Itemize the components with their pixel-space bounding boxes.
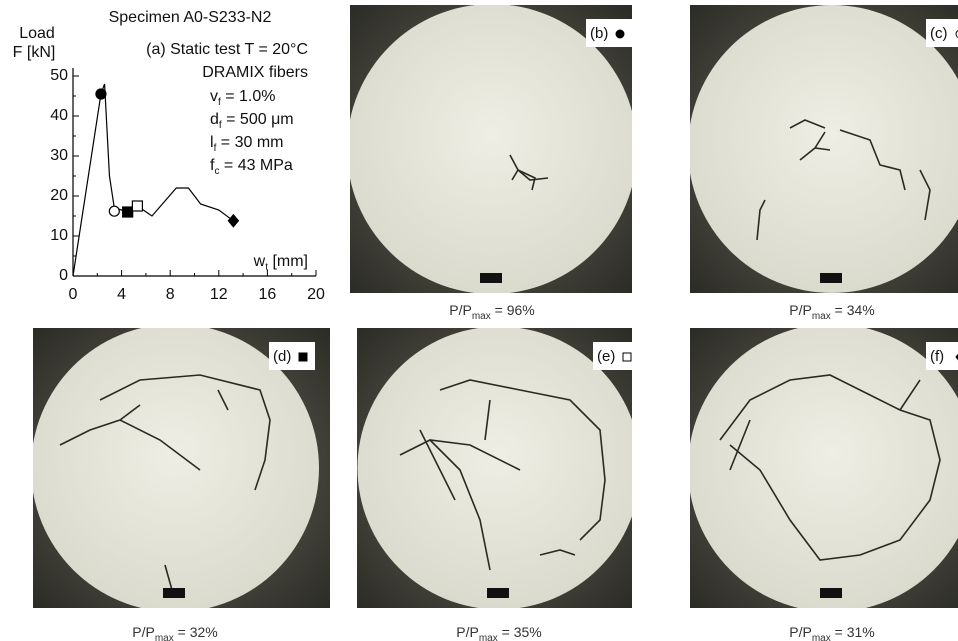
caption-rest: = 35% <box>498 624 542 640</box>
photo: (b) <box>347 4 637 294</box>
parameter-rest: = 30 mm <box>216 134 283 151</box>
photo: (d) <box>31 324 330 612</box>
parameter-rest: = 500 μm <box>222 111 294 128</box>
marker <box>228 215 238 227</box>
x-tick-label: 8 <box>166 286 175 303</box>
y-tick-label: 20 <box>50 187 68 204</box>
panel-label: (e) <box>597 348 615 365</box>
caption-sub: max <box>812 311 831 322</box>
marker <box>96 89 106 99</box>
caption-rest: = 32% <box>174 624 218 640</box>
caption-sub: max <box>479 633 498 641</box>
parameter: vf = 1.0% <box>210 88 275 108</box>
x-tick-label: 16 <box>259 286 277 303</box>
parameter-rest: = 1.0% <box>221 88 276 105</box>
y-tick-label: 10 <box>50 227 68 244</box>
caption: P/Pmax = 32% <box>132 624 217 641</box>
marker <box>109 206 119 216</box>
caption-main: P/P <box>132 624 155 640</box>
panel-symbol <box>623 353 631 361</box>
x-label: wt [mm] <box>253 253 308 273</box>
x-tick-label: 4 <box>117 286 126 303</box>
chart-title: Specimen A0-S233-N2 <box>109 9 272 26</box>
photo: (f) <box>688 324 958 612</box>
gauge <box>480 273 502 283</box>
caption: P/Pmax = 31% <box>789 624 874 641</box>
parameter-main: d <box>210 111 219 128</box>
y-label: F [kN] <box>13 44 56 61</box>
gauge <box>487 588 509 598</box>
gauge <box>820 588 842 598</box>
parameter-main: v <box>210 88 218 105</box>
y-tick-label: 30 <box>50 147 68 164</box>
gauge <box>163 588 185 598</box>
caption-sub: max <box>472 311 491 322</box>
panel-label: (b) <box>590 25 608 42</box>
y-label: Load <box>19 25 55 42</box>
marker <box>132 201 142 211</box>
caption-main: P/P <box>449 302 472 318</box>
panel-symbol <box>616 30 624 38</box>
caption-main: P/P <box>789 302 812 318</box>
photo: (c) <box>688 5 958 293</box>
caption: P/Pmax = 35% <box>456 624 541 641</box>
y-tick-label: 50 <box>50 67 68 84</box>
caption-rest: = 34% <box>831 302 875 318</box>
y-tick-label: 40 <box>50 107 68 124</box>
annotation: (a) Static test T = 20°C <box>146 41 308 58</box>
specimen-disc <box>347 4 637 294</box>
panel-label: (f) <box>930 348 944 365</box>
caption-sub: max <box>812 633 831 641</box>
caption-main: P/P <box>456 624 479 640</box>
caption-rest: = 96% <box>491 302 535 318</box>
caption: P/Pmax = 34% <box>789 302 874 322</box>
parameter-rest: = 43 MPa <box>219 157 292 174</box>
caption: P/Pmax = 96% <box>449 302 534 322</box>
x-label-main: w <box>253 253 266 270</box>
x-tick-label: 20 <box>307 286 325 303</box>
x-tick-label: 12 <box>210 286 228 303</box>
x-label-rest: [mm] <box>268 253 308 270</box>
parameter: lf = 30 mm <box>210 134 283 154</box>
parameter: df = 500 μm <box>210 111 294 131</box>
caption-main: P/P <box>789 624 812 640</box>
caption-sub: max <box>155 633 174 641</box>
panel-symbol <box>299 353 307 361</box>
figure: Specimen A0-S233-N2 Load F [kN] (a) Stat… <box>0 0 958 641</box>
y-tick-label: 0 <box>59 267 68 284</box>
annotation: DRAMIX fibers <box>202 64 308 81</box>
panel-label: (c) <box>930 25 948 42</box>
x-tick-label: 0 <box>69 286 78 303</box>
caption-rest: = 31% <box>831 624 875 640</box>
panel-label: (d) <box>273 348 291 365</box>
parameter: fc = 43 MPa <box>210 157 293 177</box>
gauge <box>820 273 842 283</box>
marker <box>123 207 133 217</box>
photo: (e) <box>357 327 641 610</box>
